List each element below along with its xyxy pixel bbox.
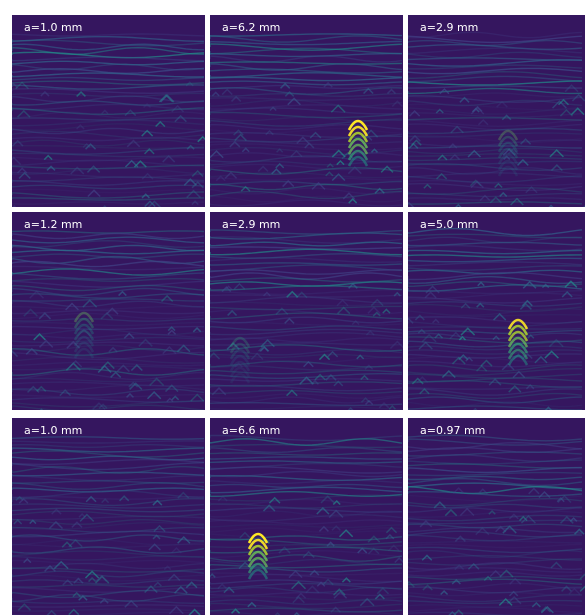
figure: a=1.0 mm a=6.2 mm a=2.9 mm a=1.2 mm a=2.9 mm… xyxy=(0,0,585,615)
panel-label: a=0.97 mm xyxy=(420,424,485,437)
scan-image xyxy=(210,15,403,207)
panel-label: a=6.6 mm xyxy=(222,424,280,437)
scan-image xyxy=(12,15,205,207)
scan-panel: a=1.2 mm xyxy=(12,212,205,410)
scan-image xyxy=(408,212,585,410)
scan-panel: a=2.9 mm xyxy=(408,15,585,207)
scan-panel: a=0.97 mm xyxy=(408,418,585,615)
scan-panel: a=6.2 mm xyxy=(210,15,403,207)
scan-image xyxy=(408,15,585,207)
scan-panel: a=2.9 mm xyxy=(210,212,403,410)
scan-panel: a=5.0 mm xyxy=(408,212,585,410)
panel-label: a=5.0 mm xyxy=(420,218,478,231)
scan-image xyxy=(210,212,403,410)
scan-panel: a=1.0 mm xyxy=(12,15,205,207)
scan-image xyxy=(408,418,585,615)
panel-label: a=1.2 mm xyxy=(24,218,82,231)
panel-label: a=1.0 mm xyxy=(24,424,82,437)
scan-image xyxy=(210,418,403,615)
panel-label: a=6.2 mm xyxy=(222,21,280,34)
panel-label: a=1.0 mm xyxy=(24,21,82,34)
scan-panel: a=1.0 mm xyxy=(12,418,205,615)
panel-label: a=2.9 mm xyxy=(420,21,478,34)
scan-panel: a=6.6 mm xyxy=(210,418,403,615)
panel-label: a=2.9 mm xyxy=(222,218,280,231)
scan-image xyxy=(12,212,205,410)
scan-image xyxy=(12,418,205,615)
